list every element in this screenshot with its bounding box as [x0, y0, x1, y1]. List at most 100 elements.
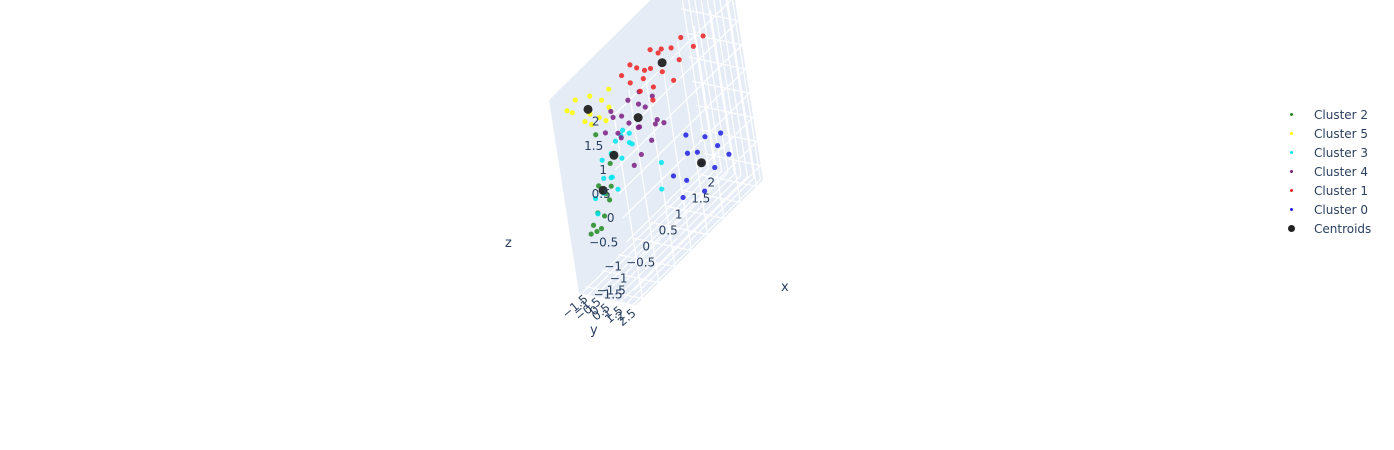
grid-line: [688, 56, 746, 70]
data-point: [668, 45, 674, 51]
side-wall: [549, 0, 706, 293]
grid-lines: [581, 0, 762, 305]
grid-line: [600, 172, 729, 299]
data-point: [606, 197, 613, 203]
grid-line: [613, 174, 742, 301]
legend-marker-icon: [1284, 124, 1314, 143]
data-point: [661, 120, 667, 126]
data-point: [606, 86, 612, 92]
data-point: [618, 72, 625, 79]
z-tick-label: 0: [607, 211, 615, 225]
data-point: [598, 225, 605, 232]
data-point: [690, 43, 696, 49]
legend-item[interactable]: Cluster 1: [1284, 181, 1392, 200]
data-point: [572, 97, 578, 103]
grid-line: [699, 128, 758, 142]
legend-marker-icon: [1284, 162, 1314, 181]
legend-item[interactable]: Cluster 0: [1284, 200, 1392, 219]
x-tick-label: −0.5: [626, 256, 655, 270]
data-point: [670, 173, 677, 179]
data-point: [678, 34, 684, 41]
grid-line: [628, 89, 660, 283]
legend-item[interactable]: Centroids: [1284, 219, 1392, 238]
data-point: [702, 188, 708, 194]
data-point: [659, 186, 665, 192]
grid-line: [706, 0, 736, 175]
data-point: [612, 138, 619, 144]
legend-item[interactable]: Cluster 2: [1284, 105, 1392, 124]
data-point: [702, 134, 708, 140]
legend-item[interactable]: Cluster 5: [1284, 124, 1392, 143]
data-point: [606, 104, 612, 110]
data-point: [607, 160, 613, 167]
data-point: [596, 114, 602, 121]
grid-line: [632, 179, 761, 305]
data-point: [671, 77, 677, 83]
data-point: [564, 108, 570, 114]
data-point: [647, 65, 654, 72]
data-point: [589, 121, 595, 128]
grid-line: [614, 44, 743, 171]
grid-line: [620, 176, 748, 303]
data-point: [608, 183, 614, 189]
data-point: [714, 142, 721, 149]
legend-label: Cluster 4: [1314, 164, 1369, 179]
legend-marker-icon: [1284, 200, 1314, 219]
grid-line: [625, 116, 754, 243]
grid-line: [660, 57, 692, 251]
data-point: [657, 58, 667, 68]
data-point: [684, 177, 690, 183]
data-point: [633, 113, 643, 123]
legend-item[interactable]: Cluster 4: [1284, 162, 1392, 181]
grid-line: [693, 25, 725, 219]
x-axis-title: x: [781, 280, 789, 295]
grid-line: [731, 0, 762, 180]
data-point: [638, 151, 644, 158]
data-point: [635, 124, 641, 130]
x-tick-label: 2: [707, 175, 715, 189]
data-point: [593, 195, 599, 202]
data-point: [594, 228, 600, 235]
series-cluster-1: [618, 33, 706, 103]
data-point: [610, 114, 616, 120]
data-point: [618, 135, 624, 141]
data-point: [619, 127, 626, 133]
z-tick-label: −0.5: [589, 235, 618, 249]
data-points: [564, 33, 732, 237]
data-point: [619, 155, 625, 161]
x-tick-label: −1: [610, 272, 628, 286]
legend-label: Cluster 2: [1314, 107, 1369, 122]
z-tick-label: −1.5: [597, 284, 626, 298]
data-point: [684, 150, 691, 156]
data-point: [595, 211, 601, 217]
data-point: [683, 132, 689, 138]
data-point: [634, 65, 640, 71]
data-point: [582, 118, 588, 125]
z-tick-label: 1.5: [584, 139, 603, 153]
data-point: [598, 185, 608, 195]
data-point: [700, 33, 706, 39]
grid-line: [581, 168, 710, 294]
grid-line: [629, 140, 758, 267]
legend-item[interactable]: Cluster 3: [1284, 143, 1392, 162]
data-point: [603, 117, 609, 124]
grid-line: [696, 104, 754, 118]
data-point: [625, 97, 631, 103]
legend-label: Cluster 1: [1314, 183, 1369, 198]
data-point: [593, 132, 599, 138]
grid-line: [607, 173, 735, 300]
z-tick-label: 2: [592, 115, 600, 129]
data-point: [650, 84, 656, 90]
data-point: [615, 130, 621, 136]
grid-line: [692, 80, 750, 94]
grid-line: [681, 8, 739, 22]
grid-line: [703, 152, 761, 167]
data-point: [599, 157, 605, 163]
z-tick-label: 0.5: [592, 187, 611, 201]
data-point: [726, 151, 732, 157]
data-point: [649, 93, 655, 99]
data-point: [649, 137, 655, 143]
grid-line: [709, 9, 741, 203]
data-point: [627, 62, 633, 68]
